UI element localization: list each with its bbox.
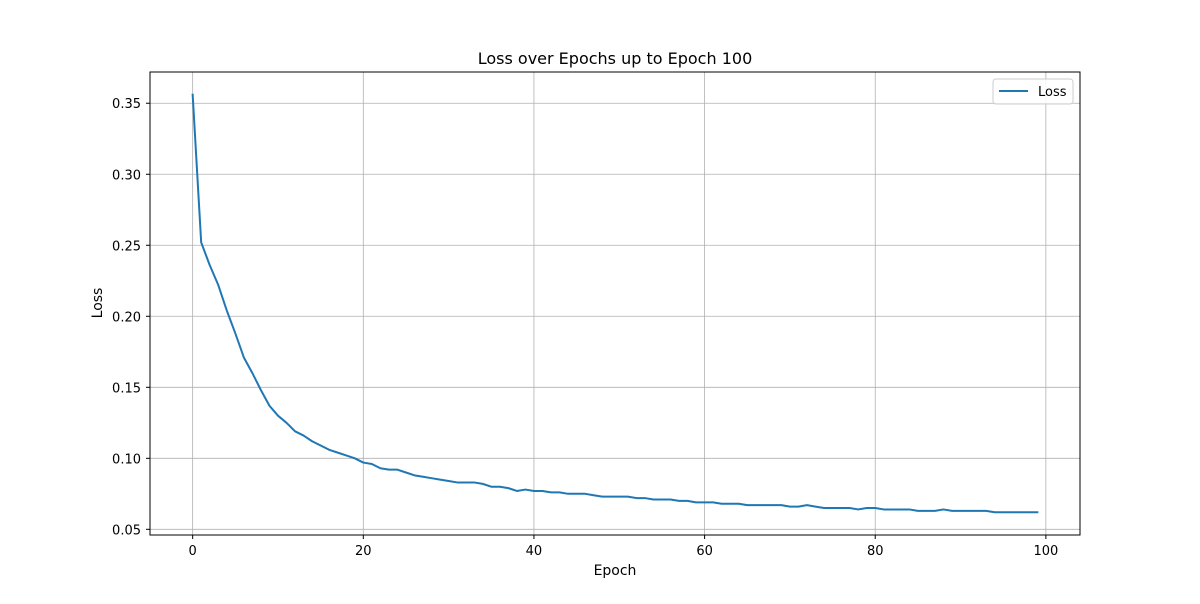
x-tick-label: 80: [867, 544, 884, 559]
chart-title: Loss over Epochs up to Epoch 100: [478, 49, 753, 68]
legend-label: Loss: [1038, 85, 1067, 100]
x-tick-label: 60: [696, 544, 713, 559]
y-tick-label: 0.10: [112, 452, 141, 467]
legend: Loss: [992, 78, 1074, 105]
y-tick-label: 0.25: [112, 239, 141, 254]
plot-area: [191, 93, 1039, 514]
y-tick-label: 0.15: [112, 381, 141, 396]
grid-lines: [150, 72, 1080, 535]
axes-frame: [149, 71, 1081, 536]
y-axis-label: Loss: [90, 288, 106, 319]
legend-box: [992, 78, 1074, 105]
y-tick-label: 0.35: [112, 97, 141, 112]
x-tick-label: 20: [355, 544, 372, 559]
y-tick-label: 0.20: [112, 310, 141, 325]
x-tick-label: 100: [1033, 544, 1058, 559]
x-tick-label: 0: [189, 544, 197, 559]
x-tick-label: 40: [526, 544, 543, 559]
loss-series-line: [191, 93, 1039, 514]
axes: 0 20 40 60 80 100 0.05 0.10 0.15 0.20 0.25 0.30 0.35: [112, 71, 1081, 559]
y-tick-label: 0.05: [112, 523, 141, 538]
y-tick-label: 0.30: [112, 168, 141, 183]
x-axis-label: Epoch: [594, 563, 637, 579]
